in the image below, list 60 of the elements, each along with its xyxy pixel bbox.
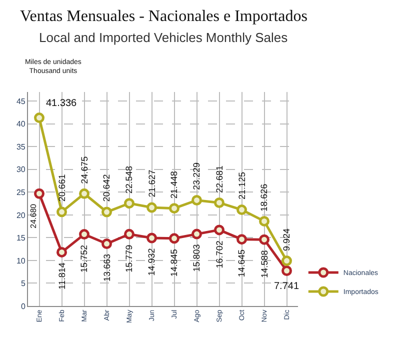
chart-subtitle: Local and Imported Vehicles Monthly Sales — [39, 30, 288, 45]
point — [34, 188, 44, 199]
point — [282, 266, 292, 276]
data-label: 24.680 — [29, 203, 38, 228]
data-label: 15.752 — [78, 245, 89, 273]
data-label: 21.448 — [168, 171, 179, 199]
data-label: 7.741 — [274, 281, 300, 292]
point — [56, 206, 67, 218]
data-label: 15.779 — [124, 244, 134, 272]
y-tick-label: 10 — [16, 256, 26, 266]
point — [124, 228, 134, 240]
point — [214, 224, 224, 236]
data-label: 15.803 — [192, 244, 202, 272]
data-label: 22.548 — [124, 166, 134, 194]
data-label: 20.661 — [56, 174, 67, 202]
point — [79, 229, 90, 240]
point — [79, 188, 90, 199]
point — [192, 228, 202, 240]
data-label: 16.702 — [214, 240, 224, 268]
y-tick-label: 45 — [16, 96, 26, 106]
data-label: 11.814 — [57, 262, 68, 290]
point — [214, 197, 224, 208]
point — [259, 216, 270, 226]
data-label: 21.125 — [236, 172, 247, 200]
point — [34, 112, 44, 124]
data-label: 20.642 — [102, 174, 112, 202]
y-tick-label: 25 — [16, 188, 26, 197]
y-tick-label: 20 — [16, 210, 26, 220]
point — [169, 233, 180, 244]
data-label: 14.932 — [146, 248, 157, 276]
point — [282, 256, 292, 266]
point — [146, 202, 157, 213]
point — [146, 232, 157, 244]
data-label: 41.336 — [46, 98, 78, 109]
point — [259, 234, 270, 245]
data-label: 24.675 — [80, 156, 90, 184]
y-tick-label: 15 — [16, 234, 26, 242]
point — [192, 194, 202, 206]
data-label: 13.663 — [102, 254, 112, 282]
y-tick-label: 30 — [16, 165, 26, 174]
point — [236, 234, 247, 245]
y-tick-label: 0 — [20, 302, 26, 311]
data-label: 21.627 — [147, 170, 158, 198]
data-label: 14.645 — [236, 250, 246, 278]
point — [56, 246, 67, 258]
y-tick-label: 35 — [16, 142, 26, 152]
y-tick-label: 5 — [20, 279, 26, 288]
data-label: 9.924 — [281, 228, 292, 252]
point — [169, 203, 180, 214]
data-label: 14.588 — [260, 250, 270, 278]
point — [102, 206, 112, 218]
chart-title: Ventas Mensuales - Nacionales e Importados — [20, 8, 308, 25]
data-label: 22.681 — [214, 165, 225, 193]
point — [102, 238, 112, 250]
point — [236, 204, 247, 216]
y-tick-label: 40 — [16, 120, 26, 129]
point — [124, 198, 134, 209]
data-label: 18.626 — [259, 184, 270, 212]
data-label: 23.229 — [192, 162, 202, 190]
data-label: 14.845 — [168, 249, 179, 277]
